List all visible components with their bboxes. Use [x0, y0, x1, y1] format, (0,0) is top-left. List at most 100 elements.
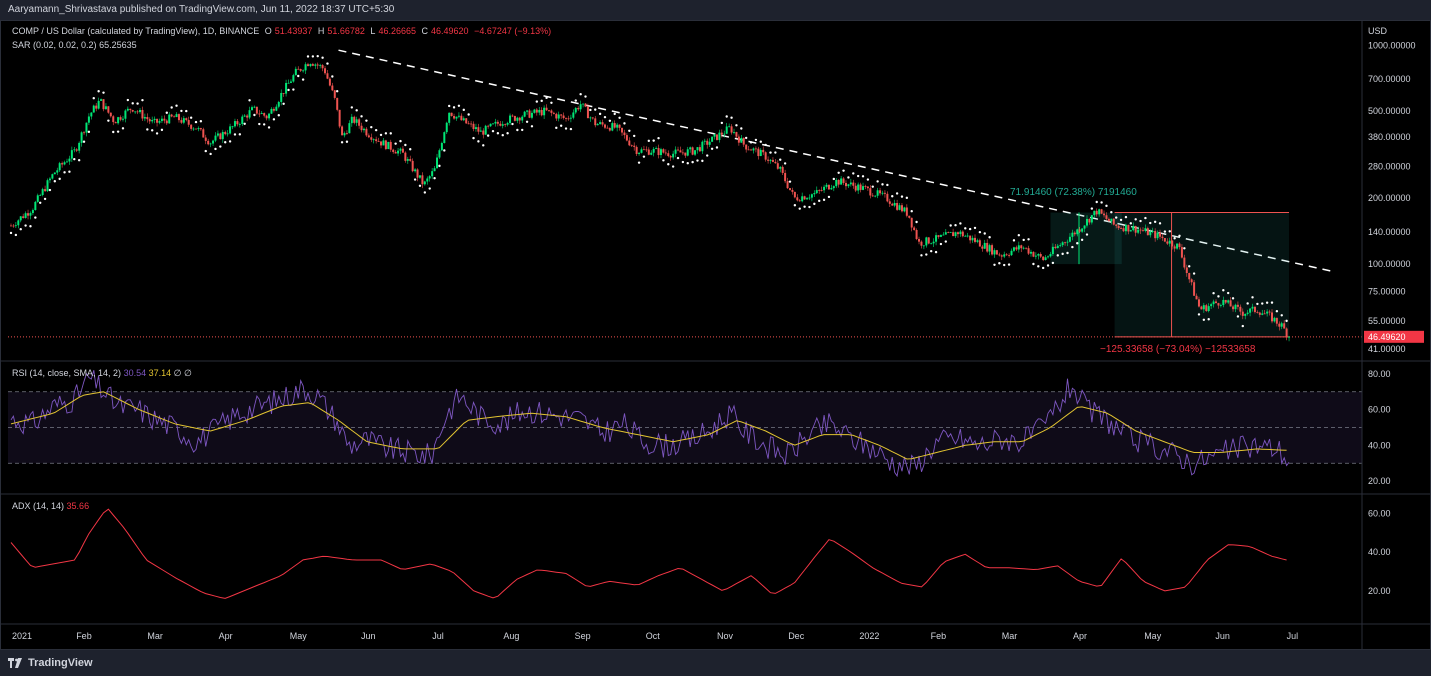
candle-body [134, 111, 137, 113]
candle-body [314, 64, 317, 66]
sar-dot [389, 132, 392, 135]
candle-body [1210, 304, 1213, 307]
sar-dot [102, 91, 105, 94]
candle-body [1263, 313, 1266, 315]
candle-body [121, 118, 124, 120]
candle-body [1156, 232, 1159, 239]
sar-dot [204, 149, 207, 153]
sar-dot [282, 102, 285, 105]
candle-body [862, 186, 865, 190]
candle-body [19, 216, 22, 221]
candle-body [297, 68, 300, 70]
candle-body [316, 64, 319, 66]
candle-body [998, 254, 1001, 256]
candle-body [457, 115, 460, 117]
sar-dot [482, 144, 485, 147]
candle-body [1215, 301, 1218, 304]
rsi-label: RSI (14, close, SMA, 14, 2) [12, 368, 122, 378]
sar-dot [1173, 237, 1176, 240]
candle-body [1224, 299, 1227, 303]
sar-dot [555, 126, 558, 130]
candle-body [336, 97, 339, 110]
tradingview-footer[interactable]: TradingView [8, 655, 93, 671]
candle-body [652, 148, 655, 153]
sar-legend[interactable]: SAR (0.02, 0.02, 0.2) 65.25635 [12, 40, 137, 51]
sar-dot [852, 172, 855, 175]
candle-body [759, 149, 762, 157]
candle-body [786, 181, 789, 189]
candle-body [68, 158, 71, 162]
candle-body [569, 117, 572, 119]
candle-body [409, 159, 412, 161]
candle-body [41, 189, 44, 195]
sar-dot [818, 199, 821, 203]
candle-body [545, 107, 548, 111]
candle-body [1003, 254, 1006, 257]
time-tick-label: Mar [1002, 631, 1018, 641]
candle-body [966, 235, 969, 237]
candle-body [251, 107, 254, 111]
candle-body [204, 137, 207, 141]
sar-dot [671, 165, 675, 168]
candle-body [1047, 256, 1050, 258]
candle-body [190, 124, 193, 129]
sar-dot [589, 108, 592, 112]
candle-body [935, 235, 938, 242]
candle-body [915, 229, 918, 240]
sar-dot [920, 254, 923, 257]
sar-dot [1188, 265, 1191, 268]
publisher-header: Aaryamann_Shrivastava published on Tradi… [8, 4, 395, 15]
candle-body [1236, 304, 1239, 307]
candle-body [635, 146, 638, 154]
candle-body [1219, 305, 1222, 306]
candle-body [14, 225, 17, 227]
candle-body [1120, 228, 1123, 229]
chart-frame[interactable] [0, 20, 1431, 650]
candle-body [1202, 305, 1205, 310]
candle-body [243, 115, 246, 117]
candle-body [1088, 218, 1091, 223]
sar-dot [925, 253, 928, 256]
sar-dot [803, 205, 806, 208]
candle-body [565, 118, 568, 119]
candle-body [930, 243, 933, 245]
candle-body [835, 179, 838, 187]
candle-body [1054, 246, 1057, 249]
rsi-value: 30.54 [123, 368, 147, 378]
candle-body [579, 104, 582, 110]
candle-body [1098, 209, 1101, 215]
candle-body [416, 169, 419, 178]
candle-body [472, 123, 475, 130]
sar-dot [228, 140, 232, 143]
candle-body [937, 235, 940, 237]
candle-body [219, 133, 222, 140]
candle-body [1171, 240, 1174, 247]
sar-dot [1256, 302, 1259, 306]
main-legend[interactable]: COMP / US Dollar (calculated by TradingV… [12, 26, 554, 37]
candle-body [1161, 236, 1164, 239]
sar-dot [452, 106, 456, 109]
candle-body [87, 116, 90, 123]
adx-legend[interactable]: ADX (14, 14) 35.66 [12, 501, 89, 512]
candle-body [1100, 209, 1103, 214]
chart-canvas[interactable]: 1000.00000 700.00000 500.00000 380.00000 280… [0, 20, 1431, 650]
sar-dot [160, 128, 164, 132]
candle-body [1163, 238, 1166, 242]
time-tick-label: Dec [788, 631, 805, 641]
candle-body [253, 106, 256, 108]
rsi-legend[interactable]: RSI (14, close, SMA, 14, 2) 30.54 37.14 … [12, 368, 192, 379]
sar-dot [1285, 319, 1288, 323]
candle-body [328, 78, 331, 86]
candle-body [163, 118, 166, 121]
candle-body [1190, 279, 1193, 283]
sar-dot [506, 132, 509, 135]
candle-body [750, 149, 753, 151]
sar-dot [866, 178, 870, 181]
candle-body [90, 112, 93, 117]
sar-dot [243, 122, 246, 126]
candle-body [771, 159, 774, 162]
candle-body [701, 141, 704, 152]
sar-dot [107, 119, 110, 122]
sar-dot [929, 249, 933, 253]
candle-body [1085, 218, 1088, 226]
